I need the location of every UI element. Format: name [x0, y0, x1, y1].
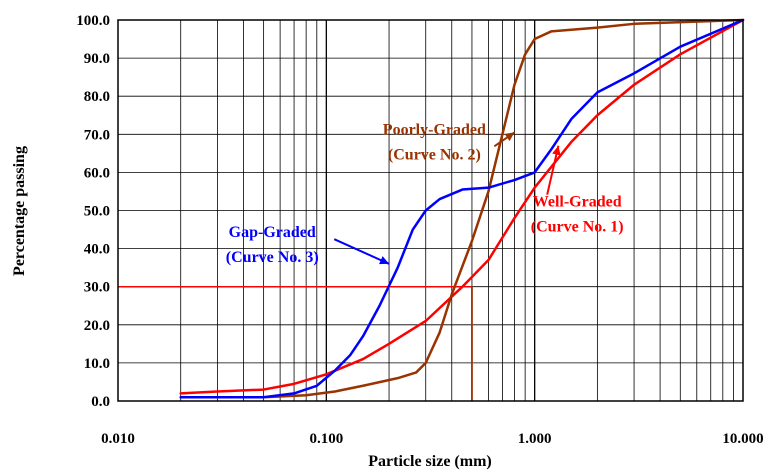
- annotation-well: Well-Graded (Curve No. 1): [531, 194, 624, 236]
- plot-frame: [117, 19, 744, 402]
- x-tick-label: 1.000: [518, 431, 552, 447]
- annotations: Poorly-Graded (Curve No. 2) Well-Graded (Cu…: [226, 121, 624, 266]
- annotation-line: Gap-Graded: [229, 224, 316, 241]
- series-group: [179, 18, 745, 399]
- annotation-line: Well-Graded: [533, 194, 622, 211]
- y-tick-label: 0.0: [91, 394, 110, 410]
- series-line-3: [179, 18, 745, 399]
- annotation-arrowhead-gap: [379, 256, 390, 265]
- y-tick-label: 70.0: [84, 127, 110, 143]
- x-tick-labels: 0.010 0.100 1.000 10.000: [101, 431, 764, 447]
- y-tick-labels: 0.0 10.0 20.0 30.0 40.0 50.0 60.0 70.0 80.0 90.0 1…: [76, 13, 110, 410]
- y-tick-label: 100.0: [76, 13, 110, 29]
- y-tick-label: 50.0: [84, 204, 110, 220]
- annotation-line: (Curve No. 3): [226, 249, 319, 266]
- annotation-arrowhead-poorly: [504, 132, 515, 142]
- y-tick-label: 40.0: [84, 242, 110, 258]
- y-tick-label: 80.0: [84, 89, 110, 105]
- x-tick-label: 10.000: [722, 431, 763, 447]
- annotation-arrowhead-well: [552, 145, 561, 156]
- series-line-2: [179, 18, 745, 399]
- reference-lines: [118, 285, 473, 401]
- annotation-line: (Curve No. 2): [388, 146, 481, 163]
- series-line-1: [179, 18, 745, 395]
- y-tick-label: 60.0: [84, 165, 110, 181]
- annotation-arrow-gap: [333, 238, 390, 265]
- y-tick-label: 30.0: [84, 280, 110, 296]
- x-axis-title: Particle size (mm): [368, 453, 491, 470]
- y-tick-label: 90.0: [84, 51, 110, 67]
- x-tick-label: 0.010: [101, 431, 135, 447]
- annotation-gap: Gap-Graded (Curve No. 3): [226, 224, 319, 266]
- y-tick-label: 20.0: [84, 318, 110, 334]
- y-axis-title: Percentage passing: [11, 146, 28, 276]
- y-tick-label: 10.0: [84, 356, 110, 372]
- x-tick-label: 0.100: [309, 431, 343, 447]
- annotation-line: (Curve No. 1): [531, 219, 624, 236]
- annotation-line: Poorly-Graded: [383, 121, 486, 138]
- annotation-poorly: Poorly-Graded (Curve No. 2): [383, 121, 486, 163]
